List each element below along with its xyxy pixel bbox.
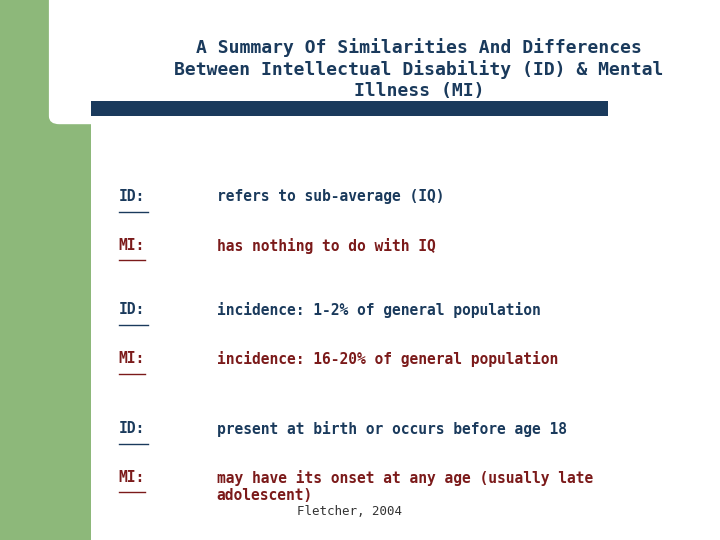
Text: may have its onset at any age (usually late
adolescent): may have its onset at any age (usually l… (217, 470, 593, 503)
Text: MI:: MI: (119, 470, 145, 485)
FancyBboxPatch shape (56, 0, 105, 119)
Text: has nothing to do with IQ: has nothing to do with IQ (217, 238, 436, 254)
Text: incidence: 16-20% of general population: incidence: 16-20% of general population (217, 351, 558, 367)
Text: ID:: ID: (119, 302, 145, 318)
Text: ID:: ID: (119, 421, 145, 436)
FancyBboxPatch shape (49, 0, 108, 124)
Text: ID:: ID: (119, 189, 145, 204)
Text: A Summary Of Similarities And Differences
Between Intellectual Disability (ID) &: A Summary Of Similarities And Difference… (174, 38, 664, 99)
Text: MI:: MI: (119, 238, 145, 253)
FancyBboxPatch shape (0, 0, 91, 540)
Text: Fletcher, 2004: Fletcher, 2004 (297, 505, 402, 518)
Text: refers to sub-average (IQ): refers to sub-average (IQ) (217, 189, 444, 204)
Text: MI:: MI: (119, 351, 145, 366)
Text: present at birth or occurs before age 18: present at birth or occurs before age 18 (217, 421, 567, 437)
Bar (91, 101, 608, 116)
Text: incidence: 1-2% of general population: incidence: 1-2% of general population (217, 302, 540, 319)
